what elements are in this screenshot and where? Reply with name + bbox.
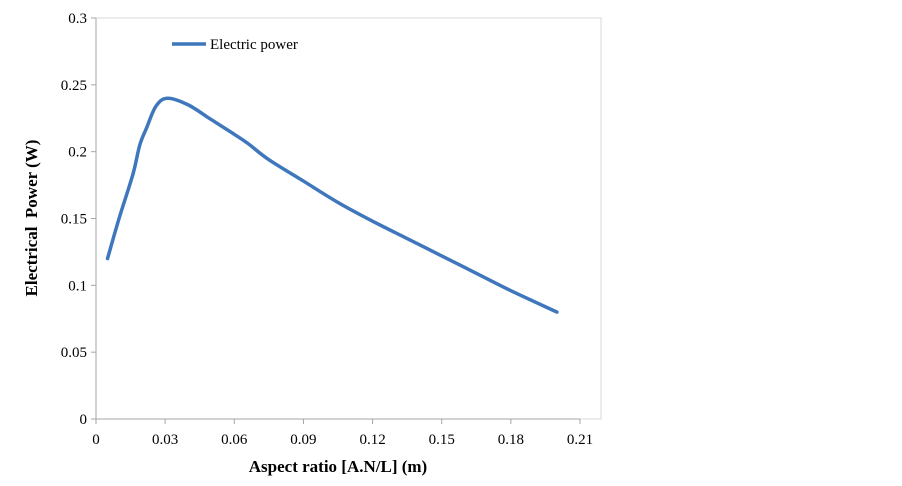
y-tick-label: 0.2 bbox=[68, 145, 87, 161]
y-tick-label: 0.05 bbox=[61, 345, 87, 361]
x-tick-label: 0.15 bbox=[429, 432, 455, 448]
x-tick-label: 0.03 bbox=[152, 432, 178, 448]
x-tick-label: 0.12 bbox=[359, 432, 385, 448]
x-tick-label: 0 bbox=[92, 432, 100, 448]
y-tick-label: 0.3 bbox=[68, 11, 87, 27]
series-line-electric-power bbox=[105, 96, 559, 314]
x-tick-label: 0.09 bbox=[290, 432, 316, 448]
legend-label: Electric power bbox=[210, 37, 298, 53]
x-tick-label: 0.21 bbox=[567, 432, 593, 448]
plot-frame bbox=[95, 17, 602, 420]
x-axis-label: Aspect ratio [A.N/L] (m) bbox=[249, 457, 427, 476]
x-tick-label: 0.18 bbox=[498, 432, 524, 448]
y-tick-label: 0 bbox=[80, 412, 88, 428]
y-tick-label: 0.15 bbox=[61, 212, 87, 228]
y-tick-label: 0.1 bbox=[68, 278, 87, 294]
y-tick-label: 0.25 bbox=[61, 78, 87, 94]
y-axis-label: Electrical Power (W) bbox=[22, 140, 41, 297]
x-tick-label: 0.06 bbox=[221, 432, 248, 448]
